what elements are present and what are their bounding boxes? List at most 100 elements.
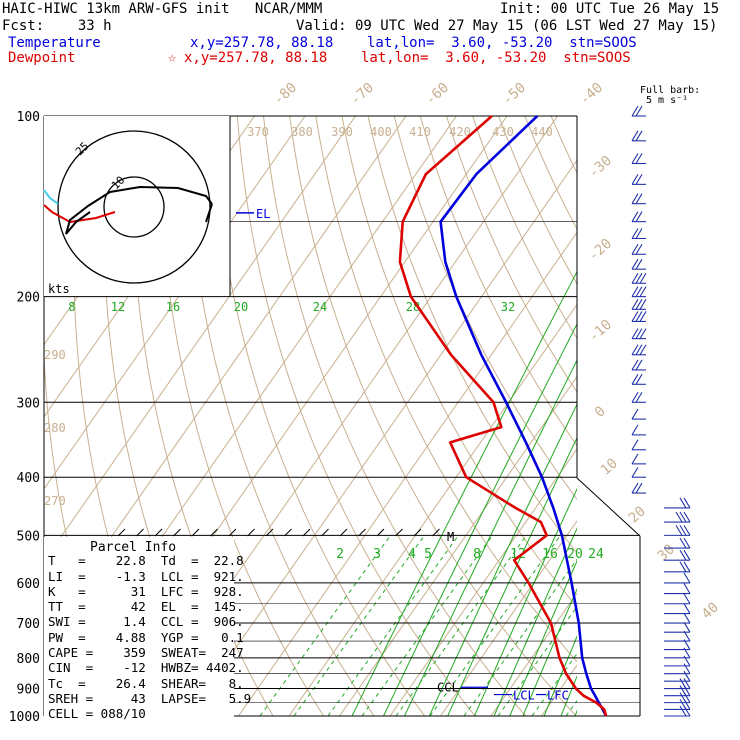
mixing-ratio-label: 32 <box>501 300 515 314</box>
isobar-500-tick <box>358 528 366 537</box>
dry-adiabat-line <box>393 116 577 501</box>
wind-barb-flag <box>631 391 639 403</box>
wind-barb-flag <box>635 272 643 284</box>
parcel-info-table: T = 22.8 Td = 22.8 LI = -1.3 LCL = 921. K … <box>48 538 251 722</box>
dry-adiabat-line <box>708 116 740 716</box>
wind-barb <box>631 153 646 165</box>
isotherm-line <box>44 116 306 490</box>
mixing-ratio-line <box>631 116 740 716</box>
wind-barb <box>631 466 646 478</box>
parcel-info-row: Tc = 26.4 SHEAR= 8. <box>48 675 244 691</box>
parcel-info-row: CELL = 088/10 <box>48 706 146 722</box>
dry-adiabat-line <box>656 116 740 716</box>
theta-tick-label: 410 <box>409 125 431 139</box>
temp-tick-right: 20 <box>626 503 649 526</box>
wind-barb <box>631 374 646 385</box>
wind-barb-flag <box>635 258 643 270</box>
wind-barb <box>664 699 691 710</box>
saturated-adiabat-dashed <box>429 535 561 716</box>
temp-tick-right: 30 <box>655 541 678 564</box>
wind-barb <box>631 211 646 223</box>
mixing-ratio-line <box>543 635 577 716</box>
parcel-info-row: CIN = -12 HWBZ= 4402. <box>48 660 244 676</box>
wind-barb-flag <box>635 153 643 164</box>
isobar-500-tick <box>173 528 181 537</box>
barb-legend-units: 5 m s⁻¹ <box>646 95 689 106</box>
barb-legend-title: Full barb: <box>640 85 701 96</box>
mixing-ratio-label-lower: 4 <box>408 547 416 562</box>
wind-barb-flag <box>631 228 639 239</box>
wind-barb-flag <box>679 511 687 523</box>
wind-barb-flag <box>683 583 691 594</box>
forecast-hour: Fcst: 33 h <box>2 18 112 34</box>
mixing-ratio-label: 12 <box>111 300 125 314</box>
wind-barb-flag <box>683 549 691 561</box>
theta-tick-left: 280 <box>44 421 66 435</box>
pressure-tick-label: 100 <box>17 110 40 125</box>
isotherm-line <box>238 231 577 716</box>
wind-barb-flag <box>635 286 643 297</box>
wind-barb-flag <box>639 328 647 339</box>
valid-time: Valid: 09 UTC Wed 27 May 15 (06 LST Wed … <box>296 18 718 34</box>
dry-adiabat-line <box>734 116 740 716</box>
mixing-ratio-line <box>607 116 740 716</box>
isobar-500-tick <box>154 528 163 537</box>
wind-barbs <box>631 105 691 717</box>
wind-barb-flag <box>635 391 643 403</box>
theta-tick-label: 430 <box>492 125 514 139</box>
wind-barb <box>631 272 647 284</box>
wind-barb-flag <box>683 603 691 614</box>
wind-barb <box>631 344 647 356</box>
temp-tick-right: 40 <box>699 599 722 622</box>
wind-barb-flag <box>635 105 643 117</box>
theta-tick-label: 440 <box>531 125 553 139</box>
wind-barb-flag <box>683 699 691 710</box>
mixing-ratio-lines <box>259 116 740 716</box>
wind-barb-flag <box>631 286 639 297</box>
mixing-ratio-line <box>522 587 577 716</box>
wind-barb-flag <box>631 466 639 478</box>
wind-barb <box>631 359 646 371</box>
mixing-ratio-label-lower: 24 <box>588 547 604 562</box>
isobar-500-tick <box>432 528 440 537</box>
saturated-adiabat-dashed <box>293 535 425 716</box>
wind-barb-flag <box>635 328 643 339</box>
mixing-ratio-label-lower: 16 <box>542 547 558 562</box>
isobar-500-tick <box>321 528 329 537</box>
mixing-ratio-label: 16 <box>166 300 180 314</box>
parcel-info-row: SWI = 1.4 CCL = 906. <box>48 614 244 630</box>
saturated-adiabat-dashed <box>395 535 527 716</box>
hodograph-unit-label: kts <box>48 282 70 296</box>
wind-barb-flag <box>683 537 691 549</box>
wind-barb-flag <box>631 311 639 322</box>
hodograph-ring-inner <box>103 176 165 238</box>
wind-barb-flag <box>679 537 687 549</box>
wind-barb <box>631 391 646 403</box>
wind-barb <box>664 583 691 595</box>
isobar-500-tick <box>210 528 218 537</box>
wind-barb-flag <box>683 525 691 536</box>
saturated-adiabat-dashed <box>259 535 391 716</box>
mixing-ratio-line <box>428 403 577 716</box>
isotherm-line <box>389 447 577 716</box>
wind-barb-flag <box>631 359 639 371</box>
hodograph-trace-black <box>65 185 213 235</box>
dewpoint-star-icon: ☆ <box>168 50 177 66</box>
theta-tick-label: 390 <box>331 125 353 139</box>
temp-tick-top: -60 <box>423 80 453 109</box>
wind-barb-flag <box>683 511 691 523</box>
mixing-ratio-label: 20 <box>234 300 248 314</box>
wind-barb-flag <box>635 193 643 204</box>
mixing-ratio-line <box>644 116 740 716</box>
ccl-label: CCL <box>437 680 459 694</box>
wind-barb-flag <box>635 299 643 310</box>
dewpoint-legend-label: Dewpoint <box>8 50 76 66</box>
wind-barb-flag <box>631 243 639 255</box>
wind-barb-flag <box>639 344 647 356</box>
temp-tick-right: 0 <box>592 403 609 421</box>
wind-barb <box>664 621 691 633</box>
wind-barb-flag <box>635 130 643 142</box>
parcel-info-row: PW = 4.88 YGP = 0.1 <box>48 629 244 645</box>
wind-barb-flag <box>631 105 639 117</box>
parcel-info-row: T = 22.8 Td = 22.8 <box>48 553 244 569</box>
